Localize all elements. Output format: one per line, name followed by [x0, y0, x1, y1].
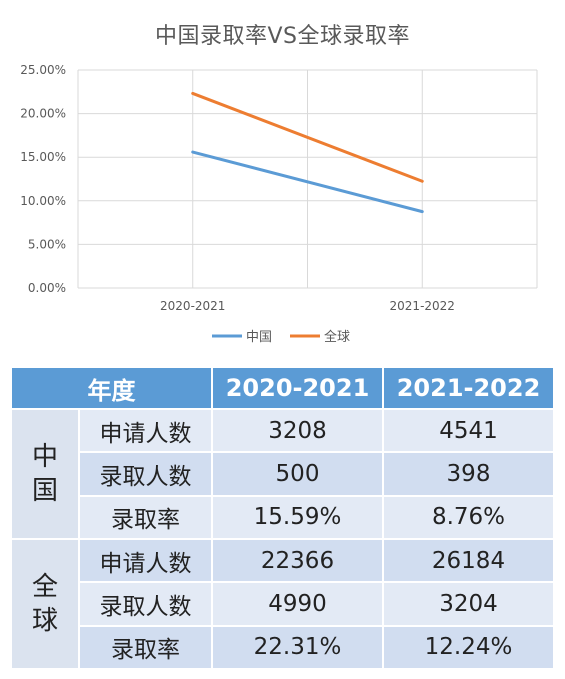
legend-label: 中国: [246, 330, 272, 345]
metric-label: 申请人数: [78, 537, 213, 584]
stats-table: 年度 2020-2021 2021-2022 中 国 申请人数 3208 454…: [10, 366, 555, 671]
line-chart: 0.00% 5.00% 10.00% 15.00% 20.00% 25.00% 2020-2…: [20, 63, 538, 345]
y-tick-label: 0.00%: [28, 281, 66, 295]
table-cell: 3204: [382, 581, 555, 627]
group-label-china: 中 国: [10, 408, 80, 540]
series-line-中国: [191, 150, 424, 214]
table-cell: 26184: [382, 537, 555, 584]
metric-label: 申请人数: [78, 407, 213, 454]
table-cell: 12.24%: [382, 624, 555, 671]
table-cell: 4541: [382, 407, 555, 454]
y-tick-label: 10.00%: [20, 194, 66, 208]
y-tick-label: 20.00%: [20, 107, 66, 121]
metric-label: 录取率: [78, 624, 213, 671]
series-line-全球: [191, 91, 424, 183]
table-cell: 22366: [211, 537, 384, 584]
table-cell: 3208: [211, 407, 384, 454]
y-tick-label: 25.00%: [20, 63, 66, 77]
y-tick-label: 15.00%: [20, 150, 66, 164]
chart-title: 中国录取率VS全球录取率: [154, 24, 410, 49]
table-cell: 15.59%: [211, 494, 384, 540]
table-cell: 8.76%: [382, 494, 555, 540]
header-year: 年度: [10, 366, 213, 410]
metric-label: 录取率: [78, 494, 213, 540]
table-cell: 500: [211, 451, 384, 497]
table-cell: 22.31%: [211, 624, 384, 671]
x-tick-label: 2021-2022: [390, 299, 455, 313]
legend-label: 全球: [324, 329, 350, 345]
chart-area: 中国录取率VS全球录取率 0.00% 5.00% 10.00% 15.00% 20.00…: [20, 24, 538, 345]
header-2020-2021: 2020-2021: [211, 366, 384, 410]
table-cell: 4990: [211, 581, 384, 627]
table-header-row: 年度 2020-2021 2021-2022: [10, 366, 555, 410]
table-row: 录取率 22.31% 12.24%: [11, 624, 555, 671]
table-row: 全 球 申请人数 22366 26184: [10, 537, 555, 671]
metric-label: 录取人数: [78, 451, 213, 497]
table-row: 录取人数 500 398: [11, 451, 555, 497]
y-tick-label: 5.00%: [28, 237, 66, 251]
group-label-global: 全 球: [10, 537, 80, 671]
table-row: 录取人数 4990 3204: [11, 581, 555, 627]
table-row: 中 国 申请人数 3208 4541: [10, 407, 555, 540]
metric-label: 录取人数: [78, 581, 213, 627]
x-tick-label: 2020-2021: [160, 299, 225, 313]
header-2021-2022: 2021-2022: [382, 366, 555, 410]
table-row: 录取率 15.59% 8.76%: [11, 494, 555, 540]
table-cell: 398: [382, 451, 555, 497]
